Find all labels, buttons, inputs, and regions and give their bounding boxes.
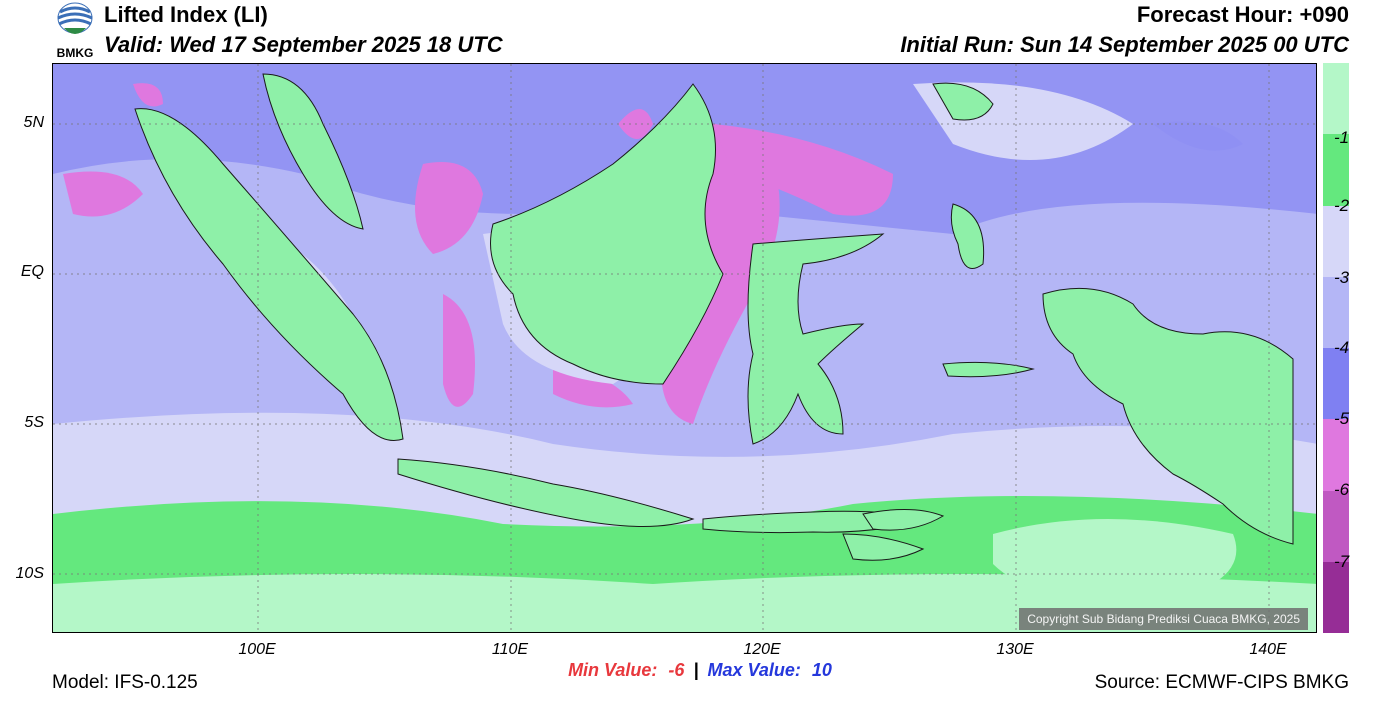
lon-label-140e: 140E	[1249, 641, 1287, 658]
min-label: Min Value:	[568, 660, 658, 680]
colorbar-label: -3	[1334, 268, 1350, 287]
colorbar	[1323, 63, 1349, 633]
colorbar-segment	[1323, 561, 1349, 633]
logo-text: BMKG	[56, 46, 94, 60]
forecast-hour: Forecast Hour: +090	[1136, 2, 1349, 27]
map-title: Lifted Index (LI)	[104, 2, 268, 27]
colorbar-segment	[1323, 490, 1349, 562]
max-value: 10	[811, 660, 832, 680]
lon-label-130e: 130E	[996, 641, 1034, 658]
colorbar-label: -1	[1334, 128, 1350, 147]
colorbar-label: -2	[1334, 196, 1350, 215]
lon-label-100e: 100E	[238, 641, 276, 658]
copyright-notice: Copyright Sub Bidang Prediksi Cuaca BMKG…	[1019, 608, 1308, 630]
lat-label-eq: EQ	[20, 263, 44, 280]
stats-separator: |	[693, 660, 699, 680]
colorbar-segment	[1323, 205, 1349, 277]
min-value: -6	[668, 660, 685, 680]
lat-label-5n: 5N	[23, 114, 44, 131]
colorbar-label: -5	[1334, 409, 1350, 428]
colorbar-label: -4	[1334, 338, 1350, 357]
colorbar-label: -6	[1334, 480, 1350, 499]
colorbar-segment	[1323, 134, 1349, 206]
colorbar-segment	[1323, 348, 1349, 420]
lon-label-110e: 110E	[491, 641, 529, 658]
colorbar-label: -7	[1334, 552, 1350, 571]
colorbar-segment	[1323, 63, 1349, 135]
colorbar-segment	[1323, 276, 1349, 348]
valid-time: Valid: Wed 17 September 2025 18 UTC	[104, 32, 503, 57]
model-info: Model: IFS-0.125	[52, 672, 198, 693]
min-max-values: Min Value: -6 | Max Value: 10	[0, 660, 1400, 681]
lifted-index-map: Copyright Sub Bidang Prediksi Cuaca BMKG…	[52, 63, 1317, 633]
lat-label-10s: 10S	[15, 565, 44, 582]
initial-run: Initial Run: Sun 14 September 2025 00 UT…	[900, 32, 1349, 57]
max-label: Max Value:	[707, 660, 801, 680]
source-info: Source: ECMWF-CIPS BMKG	[1094, 672, 1349, 693]
lon-label-120e: 120E	[743, 641, 781, 658]
colorbar-segment	[1323, 419, 1349, 491]
bmkg-logo: BMKG	[50, 0, 100, 60]
lat-label-5s: 5S	[24, 414, 44, 431]
